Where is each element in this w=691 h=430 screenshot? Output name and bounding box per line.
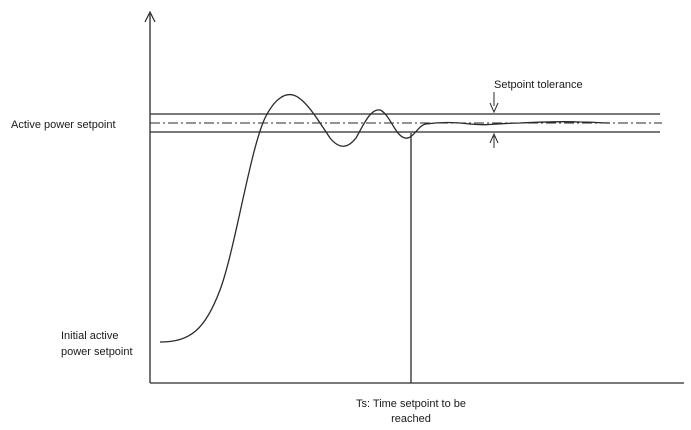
tolerance-arrow-bottom [489, 132, 499, 144]
ts-label-line1: Ts: Time setpoint to be [356, 398, 466, 410]
y-axis-arrowhead [144, 10, 156, 23]
initial-setpoint-label-line2: power setpoint [61, 346, 133, 358]
active-power-setpoint-label: Active power setpoint [11, 119, 116, 131]
tolerance-arrow-top [489, 102, 499, 114]
setpoint-tolerance-label: Setpoint tolerance [494, 79, 583, 91]
response-curve [159, 93, 611, 343]
ts-label-line2: reached [391, 413, 431, 425]
initial-setpoint-label-line1: Initial active [61, 330, 118, 342]
